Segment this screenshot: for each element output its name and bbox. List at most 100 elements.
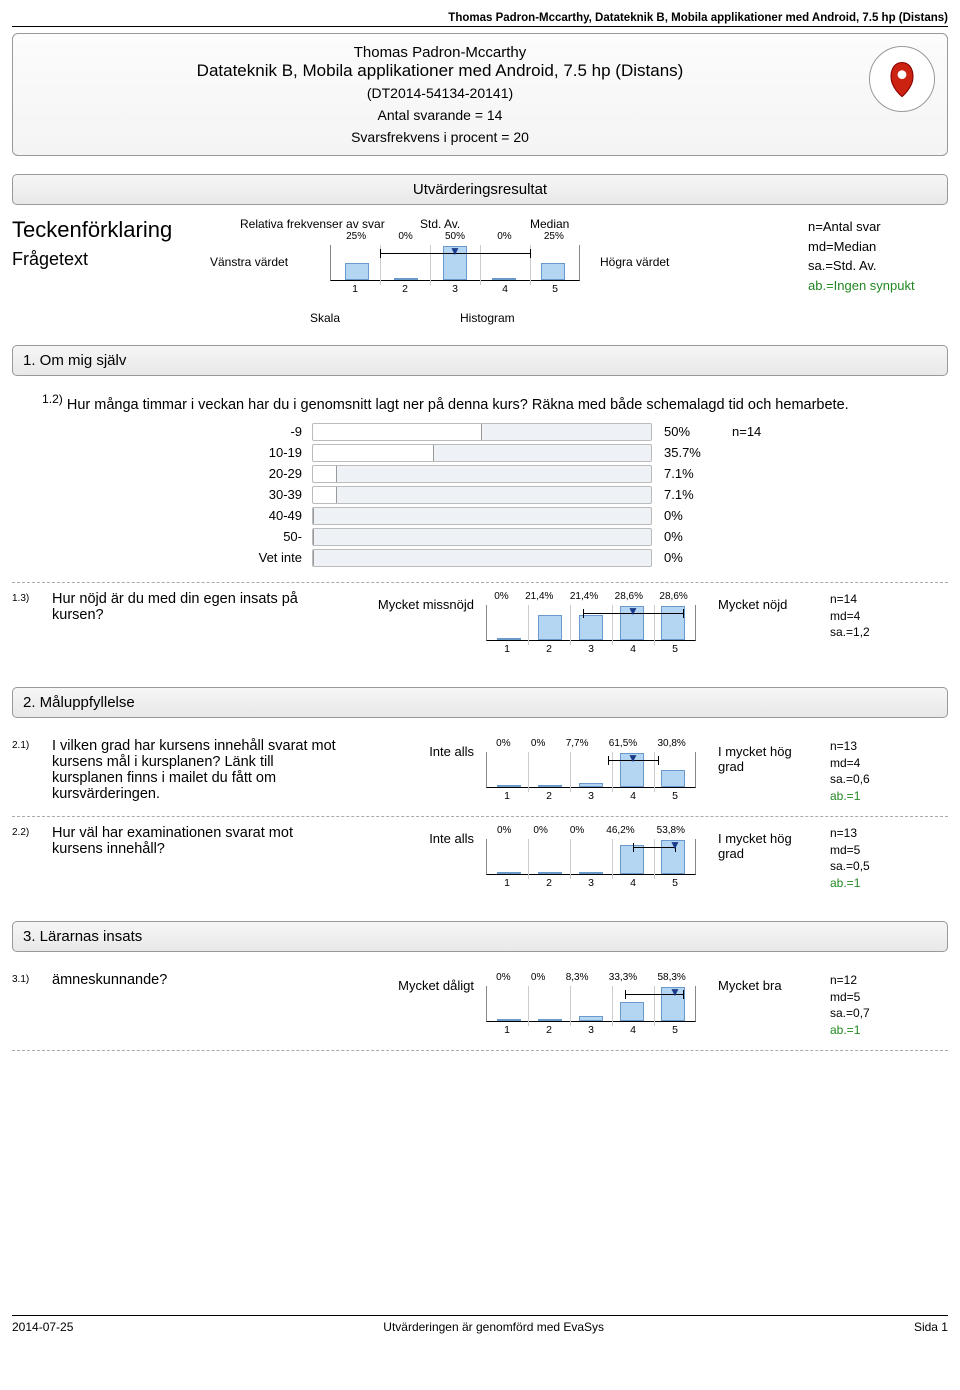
histo-pct: 7,7% xyxy=(566,738,589,752)
legend-diagram: Relativa frekvenser av svar Std. Av. Med… xyxy=(180,217,790,327)
histo-pct: 58,3% xyxy=(657,972,685,986)
hbar-label: 30-39 xyxy=(12,487,312,502)
histo-pct: 25% xyxy=(346,231,366,245)
question-1-2: 1.2) Hur många timmar i veckan har du i … xyxy=(12,388,948,582)
histo-pct: 25% xyxy=(544,231,564,245)
median-marker: ▼ xyxy=(449,244,461,258)
page-footer: 2014-07-25 Utvärderingen är genomförd me… xyxy=(12,1315,948,1334)
histo-pct: 8,3% xyxy=(566,972,589,986)
histo-tick: 2 xyxy=(546,643,552,655)
legend-right-label: Högra värdet xyxy=(600,255,669,269)
hbar-row: 30-39 7.1% xyxy=(12,486,948,504)
section-2-title: 2. Måluppfyllelse xyxy=(12,687,948,718)
q-text: Hur nöjd är du med din egen insats på ku… xyxy=(52,591,352,623)
histo-pct: 46,2% xyxy=(606,825,634,839)
hbar-label: 10-19 xyxy=(12,445,312,460)
section-1-title: 1. Om mig själv xyxy=(12,345,948,376)
instructor-name: Thomas Padron-Mccarthy xyxy=(23,44,857,61)
footer-date: 2014-07-25 xyxy=(12,1320,73,1334)
histo-tick: 2 xyxy=(402,283,408,295)
q12-num: 1.2) xyxy=(42,392,63,406)
histo-tick: 4 xyxy=(630,877,636,889)
hbar-label: Vet inte xyxy=(12,550,312,565)
histo-tick: 4 xyxy=(630,790,636,802)
histo-tick: 1 xyxy=(504,643,510,655)
hbar-n: n=14 xyxy=(732,424,802,439)
histo-tick: 3 xyxy=(588,643,594,655)
q-num: 2.1) xyxy=(12,738,40,751)
hbar-track xyxy=(312,528,652,546)
histo-pct: 61,5% xyxy=(609,738,637,752)
hbar-pct: 7.1% xyxy=(652,487,732,502)
hbar-row: 20-297.1% xyxy=(12,465,948,483)
hbar-track xyxy=(312,465,652,483)
histo-pct: 0% xyxy=(497,231,511,245)
q-right-anchor: I mycket hög grad xyxy=(718,738,818,774)
histo-bar xyxy=(579,1016,603,1021)
q-text: ämneskunnande? xyxy=(52,972,352,988)
histo-tick: 3 xyxy=(588,790,594,802)
histo-pct: 0% xyxy=(570,825,584,839)
histo-bar xyxy=(538,872,562,874)
footer-page: Sida 1 xyxy=(914,1320,948,1334)
histo-bar xyxy=(394,278,418,280)
q-num: 2.2) xyxy=(12,825,40,838)
q-stats: n=13md=4sa.=0,6ab.=1 xyxy=(830,738,910,805)
hbar-row: 40-490% xyxy=(12,507,948,525)
median-marker: ▼ xyxy=(627,751,639,765)
q-left-anchor: Mycket missnöjd xyxy=(364,591,474,612)
hbar-fill xyxy=(313,550,314,566)
question-row: 2.1)I vilken grad har kursens innehåll s… xyxy=(12,730,948,817)
hbar-pct: 0% xyxy=(652,550,732,565)
q-stats: n=13md=5sa.=0,5ab.=1 xyxy=(830,825,910,892)
histogram-chart: 0%0%8,3%33,3%58,3%12345▼ xyxy=(486,972,696,1042)
question-row: 2.2)Hur väl har examinationen svarat mot… xyxy=(12,817,948,903)
histo-pct: 28,6% xyxy=(615,591,643,605)
legend-subtitle: Frågetext xyxy=(12,249,162,270)
question-row: 3.1)ämneskunnande?Mycket dåligt0%0%8,3%3… xyxy=(12,964,948,1051)
q-right-anchor: I mycket hög grad xyxy=(718,825,818,861)
hbar-pct: 35.7% xyxy=(652,445,732,460)
hbar-fill xyxy=(313,508,314,524)
histo-bar xyxy=(497,785,521,787)
q-stats: n=12md=5sa.=0,7ab.=1 xyxy=(830,972,910,1039)
hbar-track xyxy=(312,549,652,567)
median-marker: ▼ xyxy=(669,985,681,999)
hbar-fill xyxy=(313,529,314,545)
histo-tick: 3 xyxy=(452,283,458,295)
histo-pct: 21,4% xyxy=(570,591,598,605)
legend-std-label: Std. Av. xyxy=(420,217,460,231)
legend-ab: ab.=Ingen synpukt xyxy=(808,276,948,296)
histo-bar xyxy=(661,770,685,787)
eval-result-title: Utvärderingsresultat xyxy=(12,174,948,205)
histo-bar xyxy=(620,1002,644,1021)
histo-pct: 28,6% xyxy=(659,591,687,605)
hbar-row: -950%n=14 xyxy=(12,423,948,441)
histogram-chart: 0%21,4%21,4%28,6%28,6%12345▼ xyxy=(486,591,696,661)
histo-tick: 1 xyxy=(504,1024,510,1036)
histo-pct: 0% xyxy=(496,972,510,986)
histo-pct: 0% xyxy=(531,972,545,986)
q12-text: Hur många timmar i veckan har du i genom… xyxy=(67,397,849,413)
histo-pct: 0% xyxy=(497,825,511,839)
hbar-pct: 0% xyxy=(652,529,732,544)
histo-pct: 50% xyxy=(445,231,465,245)
histo-tick: 5 xyxy=(672,643,678,655)
legend-hist-label: Histogram xyxy=(460,311,515,325)
legend-md: md=Median xyxy=(808,237,948,257)
histo-bar xyxy=(579,783,603,787)
legend-sa: sa.=Std. Av. xyxy=(808,256,948,276)
hbar-track xyxy=(312,486,652,504)
histo-pct: 0% xyxy=(494,591,508,605)
hbar-fill xyxy=(313,487,337,503)
q-right-anchor: Mycket bra xyxy=(718,972,818,993)
histogram-chart: 25%0%50%0%25%12345▼ xyxy=(330,231,580,301)
histo-pct: 30,8% xyxy=(657,738,685,752)
legend-title: Teckenförklaring xyxy=(12,217,162,243)
histo-bar xyxy=(541,263,565,280)
hbar-track xyxy=(312,423,652,441)
histo-bar xyxy=(345,263,369,280)
hbar-fill xyxy=(313,445,434,461)
hbar-fill xyxy=(313,424,482,440)
histo-pct: 0% xyxy=(398,231,412,245)
